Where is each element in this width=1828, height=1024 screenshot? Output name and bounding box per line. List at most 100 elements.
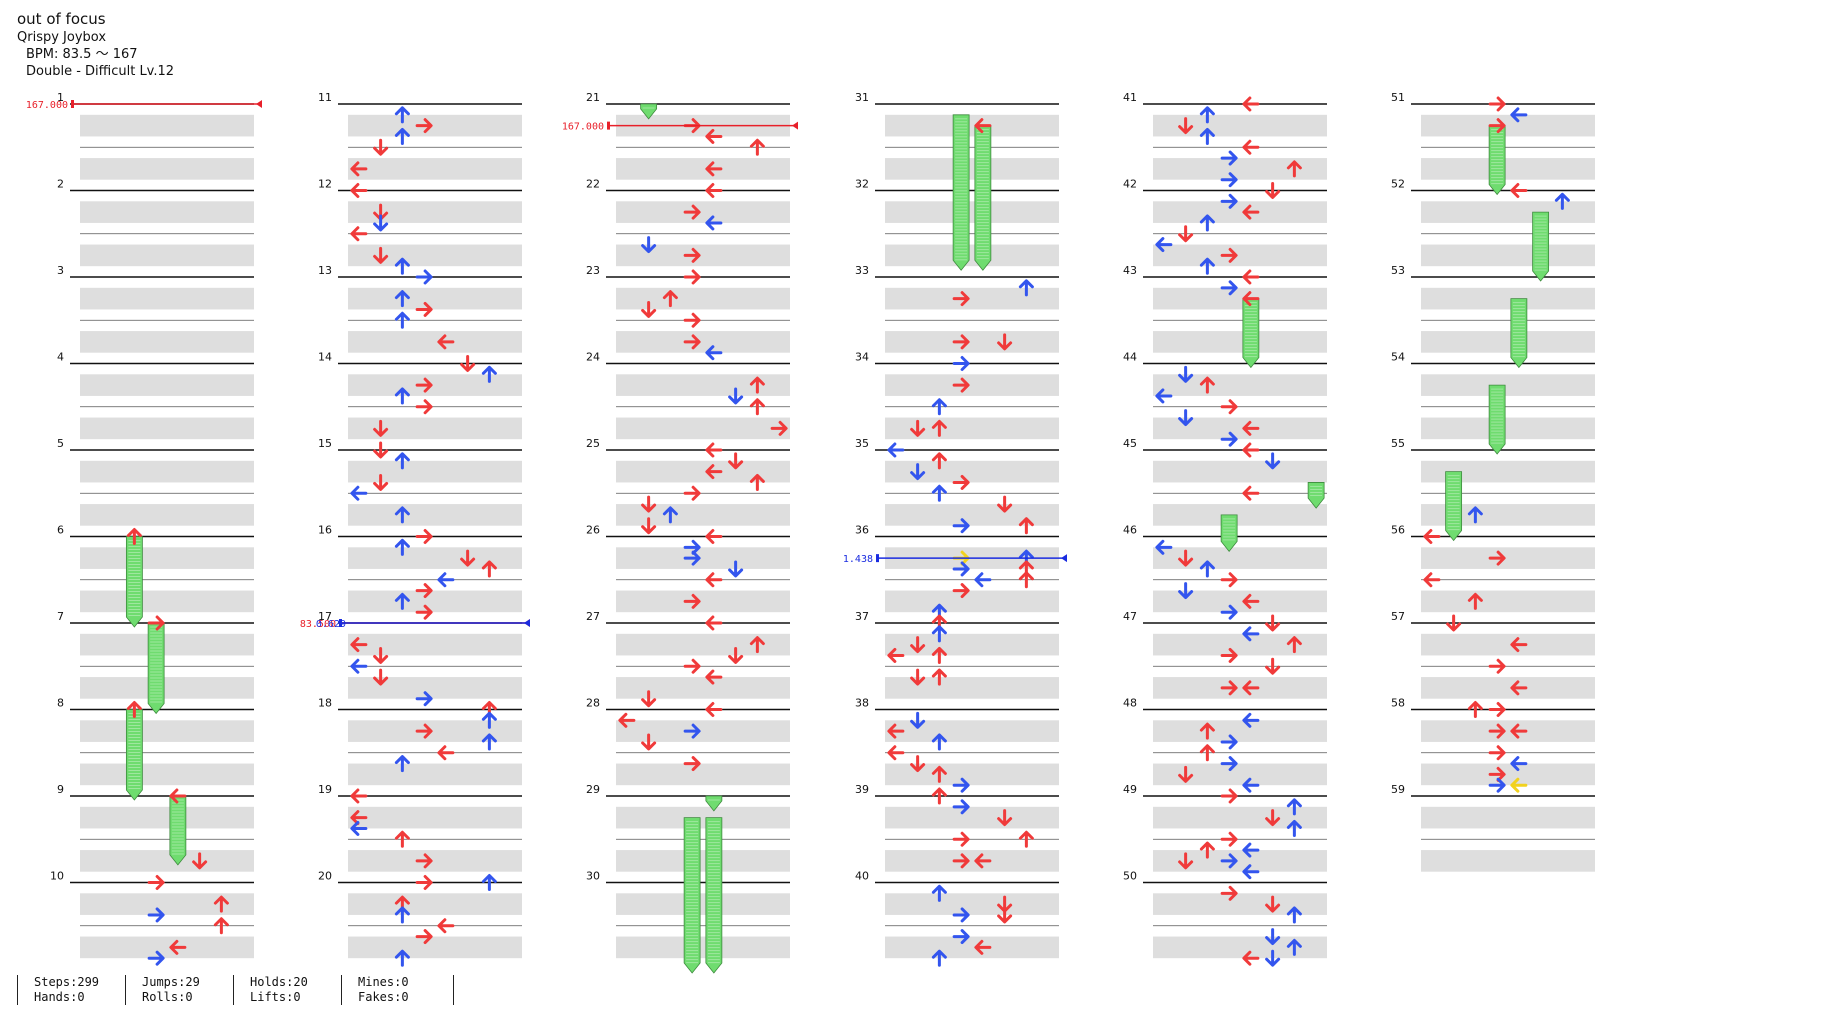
arrow-icon bbox=[1199, 214, 1215, 232]
arrow-icon bbox=[1220, 604, 1238, 620]
arrow-icon bbox=[1199, 127, 1215, 145]
beat-band bbox=[80, 590, 254, 613]
arrow-icon bbox=[1220, 572, 1238, 588]
arrow-icon bbox=[1178, 549, 1194, 567]
arrow-icon bbox=[350, 183, 368, 198]
beat-band bbox=[80, 417, 254, 440]
beat-band bbox=[80, 547, 254, 569]
beat-band bbox=[80, 287, 254, 310]
beat-band bbox=[80, 677, 254, 699]
arrow-icon bbox=[931, 398, 947, 416]
beat-band bbox=[1153, 287, 1327, 310]
arrow-icon bbox=[1467, 592, 1483, 610]
arrow-icon bbox=[662, 506, 678, 524]
arrow-icon bbox=[415, 269, 433, 285]
arrow-icon bbox=[1286, 906, 1302, 924]
arrow-icon bbox=[415, 399, 433, 415]
beat-band bbox=[885, 936, 1059, 959]
beat-band bbox=[1153, 850, 1327, 872]
beat-band bbox=[348, 936, 522, 959]
beat-band bbox=[348, 633, 522, 656]
arrow-icon bbox=[394, 257, 410, 275]
beat-band bbox=[885, 460, 1059, 483]
measure-number: 29 bbox=[586, 783, 600, 796]
bpm-marker-label: 167.000 bbox=[26, 100, 68, 111]
beat-band bbox=[80, 893, 254, 915]
stats-mines: Mines:0 Fakes:0 bbox=[341, 975, 409, 1005]
beat-band bbox=[1421, 806, 1595, 829]
bpm-marker-end bbox=[256, 100, 262, 108]
arrow-icon bbox=[1265, 657, 1281, 675]
arrow-icon bbox=[1242, 139, 1260, 155]
beat-band bbox=[348, 201, 522, 223]
arrow-icon bbox=[749, 138, 765, 156]
arrow-icon bbox=[350, 485, 368, 501]
arrow-icon bbox=[641, 690, 657, 708]
beat-band bbox=[1421, 677, 1595, 699]
arrow-icon bbox=[683, 756, 701, 772]
measure-number: 17 bbox=[318, 610, 332, 623]
arrow-icon bbox=[1488, 777, 1506, 793]
arrow-icon bbox=[683, 550, 701, 566]
beat-band bbox=[885, 806, 1059, 829]
bpm-marker-label: 167.000 bbox=[562, 122, 604, 133]
measure-number: 51 bbox=[1391, 91, 1405, 104]
arrow-icon bbox=[1199, 106, 1215, 124]
arrow-icon bbox=[887, 442, 905, 458]
arrow-icon bbox=[373, 668, 389, 686]
measure-number: 24 bbox=[586, 351, 600, 364]
measure-number: 28 bbox=[586, 697, 600, 710]
beat-band bbox=[348, 893, 522, 915]
measure-number: 6 bbox=[57, 524, 64, 537]
arrow-icon bbox=[705, 615, 723, 631]
stats-end-divider bbox=[453, 975, 454, 1005]
arrow-icon bbox=[749, 473, 765, 491]
beat-band bbox=[616, 504, 790, 526]
measure-number: 35 bbox=[855, 437, 869, 450]
beat-band bbox=[80, 331, 254, 353]
beat-band bbox=[1153, 806, 1327, 829]
beat-band bbox=[616, 936, 790, 959]
beat-band bbox=[885, 201, 1059, 223]
arrow-icon bbox=[1488, 550, 1506, 566]
measure-number: 3 bbox=[57, 264, 64, 277]
arrow-icon bbox=[952, 561, 970, 577]
measure-number: 1 bbox=[57, 91, 64, 104]
bpm-marker-end bbox=[792, 121, 798, 130]
arrow-icon bbox=[126, 528, 142, 545]
scroll-marker-end bbox=[524, 619, 530, 627]
arrow-icon bbox=[1488, 766, 1506, 782]
arrow-icon bbox=[394, 755, 410, 773]
arrow-icon bbox=[683, 658, 701, 674]
beat-band bbox=[1421, 244, 1595, 267]
beat-band bbox=[1421, 850, 1595, 872]
arrow-icon bbox=[1510, 183, 1528, 198]
beat-band bbox=[348, 504, 522, 526]
beat-band bbox=[80, 244, 254, 267]
arrow-icon bbox=[1554, 192, 1570, 210]
arrow-icon bbox=[931, 733, 947, 751]
arrow-icon bbox=[1265, 809, 1281, 827]
beat-band bbox=[616, 547, 790, 569]
measure-number: 12 bbox=[318, 178, 332, 191]
arrow-icon bbox=[1199, 722, 1215, 740]
arrow-icon bbox=[1265, 928, 1281, 946]
song-header: out of focus Qrispy Joybox BPM: 83.5 ～ 1… bbox=[17, 10, 174, 80]
arrow-icon bbox=[126, 701, 142, 718]
arrow-icon bbox=[192, 852, 208, 870]
beat-band bbox=[1153, 331, 1327, 353]
arrow-icon bbox=[1220, 150, 1238, 166]
arrow-icon bbox=[1018, 830, 1034, 848]
measure-number: 20 bbox=[318, 870, 332, 883]
arrow-icon bbox=[910, 636, 926, 654]
beat-band bbox=[616, 590, 790, 613]
arrow-icon bbox=[1265, 895, 1281, 913]
measure-number: 39 bbox=[855, 783, 869, 796]
arrow-icon bbox=[1178, 852, 1194, 870]
arrow-icon bbox=[1510, 637, 1528, 653]
beat-band bbox=[616, 158, 790, 180]
arrow-icon bbox=[641, 517, 657, 535]
arrow-icon bbox=[705, 464, 723, 480]
arrow-icon bbox=[1242, 485, 1260, 501]
hold-bar bbox=[125, 709, 143, 801]
